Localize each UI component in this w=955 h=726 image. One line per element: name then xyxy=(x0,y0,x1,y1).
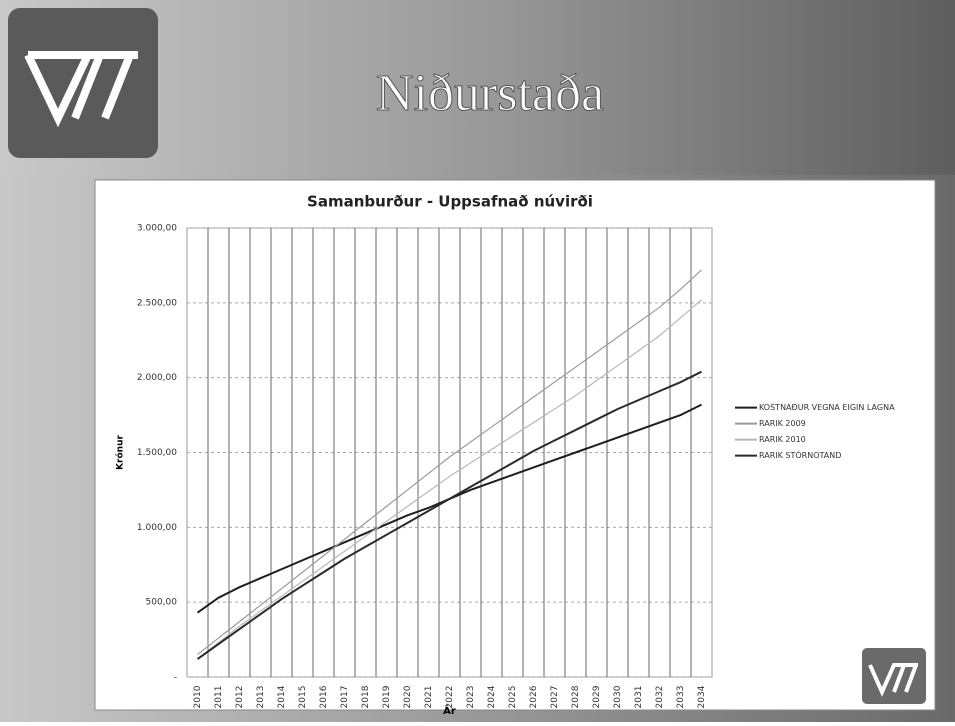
x-tick-label: 2024 xyxy=(487,685,497,708)
x-tick-label: 2018 xyxy=(361,685,371,708)
x-tick-label: 2016 xyxy=(319,685,329,708)
x-tick-label: 2027 xyxy=(550,686,560,709)
series-line xyxy=(197,299,702,660)
x-tick-label: 2013 xyxy=(256,686,266,709)
x-tick-label: 2033 xyxy=(676,686,686,709)
chart-title: Samanburður - Uppsafnað núvirði xyxy=(307,193,593,211)
y-tick-label: - xyxy=(174,673,177,683)
plot-area xyxy=(186,227,713,678)
x-tick-label: 2034 xyxy=(697,685,707,708)
x-tick-label: 2028 xyxy=(571,685,581,708)
x-tick-label: 2020 xyxy=(403,685,413,708)
y-tick-label: 2.000,00 xyxy=(137,373,177,383)
x-tick-label: 2011 xyxy=(214,686,224,709)
x-tick-label: 2029 xyxy=(592,685,602,708)
series-line xyxy=(197,269,702,656)
x-tick-label: 2019 xyxy=(382,685,392,708)
series-line xyxy=(196,370,702,660)
x-tick-label: 2025 xyxy=(508,686,518,709)
y-tick-label: 500,00 xyxy=(146,598,178,608)
logo-small xyxy=(862,648,926,704)
y-tick-label: 2.500,00 xyxy=(137,298,177,308)
x-tick-label: 2014 xyxy=(277,685,287,708)
x-tick-label: 2015 xyxy=(298,686,308,709)
y-tick-label: 1.500,00 xyxy=(137,448,177,458)
x-tick-label: 2017 xyxy=(340,686,350,709)
slide-title: Niðurstaða xyxy=(376,65,604,122)
x-tick-label: 2012 xyxy=(235,686,245,709)
legend-label: RARIK STÓRNOTAND xyxy=(759,449,841,460)
x-tick-label: 2021 xyxy=(424,686,434,709)
y-tick-label: 3.000,00 xyxy=(137,224,177,234)
x-tick-label: 2022 xyxy=(445,686,455,709)
chart: - 500,00 1.000,00 1.500,00 2.000,00 2.500,00 3… xyxy=(115,224,896,718)
x-tick-label: 2026 xyxy=(529,685,539,708)
legend-label: KOSTNAÐUR VEGNA EIGIN LAGNA xyxy=(759,403,895,412)
y-tick-label: 1.000,00 xyxy=(137,523,177,533)
header xyxy=(0,0,955,175)
x-tick-label: 2031 xyxy=(634,686,644,709)
x-tick-label: 2032 xyxy=(655,686,665,709)
x-axis-title: Ár xyxy=(443,704,456,717)
logo xyxy=(8,8,158,158)
x-tick-label: 2030 xyxy=(613,685,623,708)
x-tick-label: 2010 xyxy=(193,685,203,708)
legend-label: RARIK 2009 xyxy=(759,419,806,428)
y-axis-title: Krónur xyxy=(115,435,126,470)
x-tick-label: 2023 xyxy=(466,686,476,709)
legend-label: RARIK 2010 xyxy=(759,435,806,444)
